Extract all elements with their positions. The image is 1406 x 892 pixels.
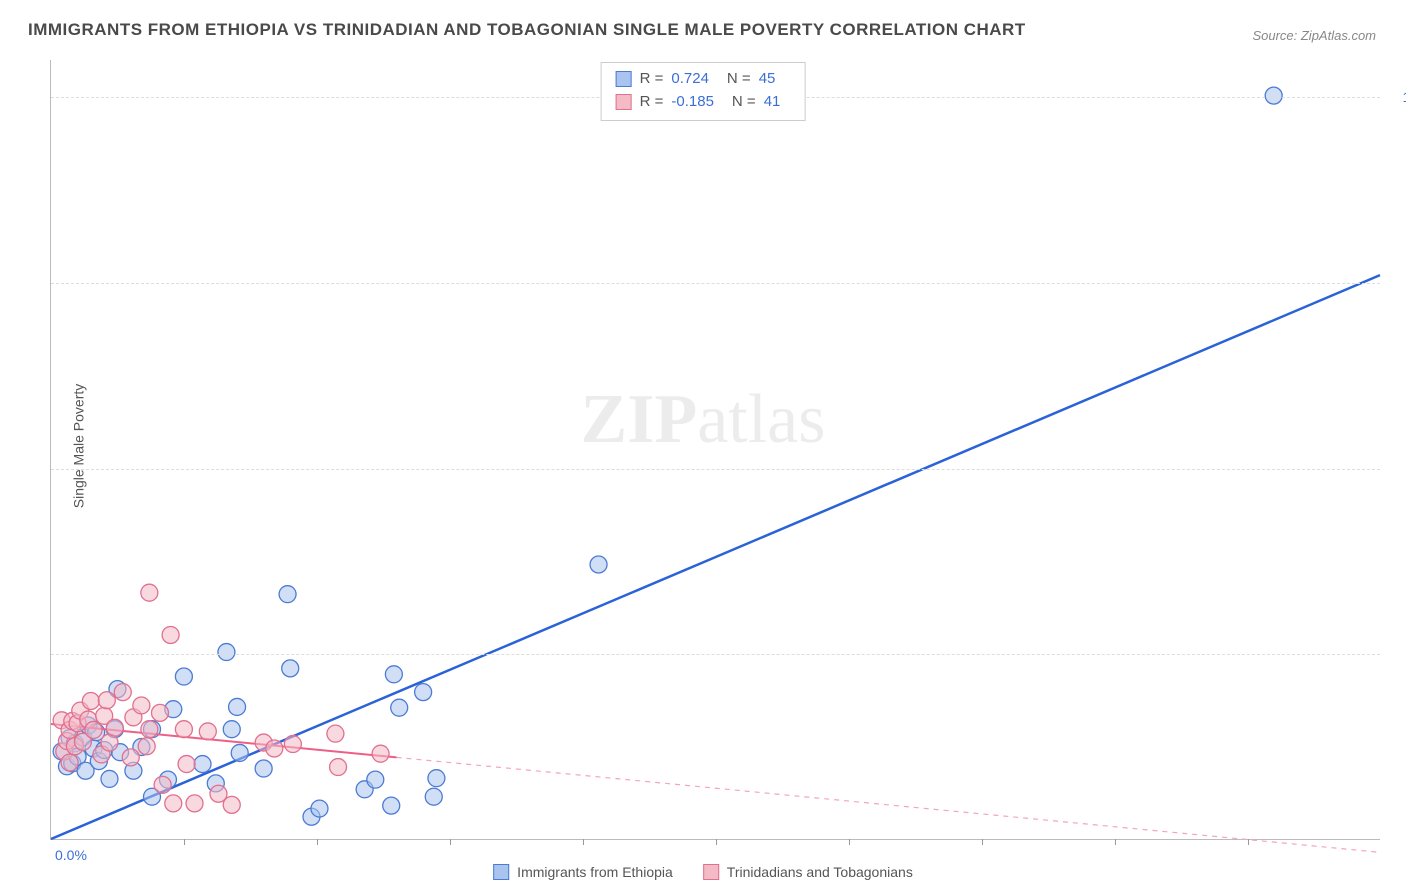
- data-point-trinidad: [82, 693, 99, 710]
- y-tick-label: 100.0%: [1390, 89, 1406, 105]
- data-point-trinidad: [186, 795, 203, 812]
- data-point-trinidad: [372, 745, 389, 762]
- x-tick: [317, 839, 318, 845]
- data-point-ethiopia: [175, 668, 192, 685]
- swatch-icon: [493, 864, 509, 880]
- data-point-trinidad: [98, 692, 115, 709]
- data-point-trinidad: [141, 584, 158, 601]
- n-value: 45: [759, 67, 776, 90]
- data-point-trinidad: [162, 626, 179, 643]
- data-point-trinidad: [114, 684, 131, 701]
- data-point-trinidad: [106, 719, 123, 736]
- gridline: [51, 469, 1380, 470]
- data-point-trinidad: [178, 756, 195, 773]
- data-point-trinidad: [199, 723, 216, 740]
- data-point-ethiopia: [101, 770, 118, 787]
- data-point-ethiopia: [282, 660, 299, 677]
- legend-item-ethiopia: Immigrants from Ethiopia: [493, 864, 673, 880]
- r-label: R =: [640, 67, 664, 90]
- stats-row-trinidad: R = -0.185 N = 41: [616, 90, 791, 113]
- data-point-ethiopia: [590, 556, 607, 573]
- bottom-legend: Immigrants from Ethiopia Trinidadians and…: [493, 864, 913, 880]
- data-point-trinidad: [165, 795, 182, 812]
- r-label: R =: [640, 90, 664, 113]
- stats-box: R =0.724N =45R =-0.185N =41: [601, 62, 806, 121]
- n-value: 41: [764, 90, 781, 113]
- data-point-trinidad: [330, 759, 347, 776]
- x-tick: [450, 839, 451, 845]
- gridline: [51, 283, 1380, 284]
- data-point-ethiopia: [218, 644, 235, 661]
- n-label: N =: [727, 67, 751, 90]
- data-point-trinidad: [266, 740, 283, 757]
- swatch-icon: [616, 71, 632, 87]
- r-value: 0.724: [671, 67, 709, 90]
- data-point-ethiopia: [391, 699, 408, 716]
- data-point-ethiopia: [255, 760, 272, 777]
- data-point-trinidad: [327, 725, 344, 742]
- legend-label: Immigrants from Ethiopia: [517, 864, 673, 880]
- swatch-icon: [703, 864, 719, 880]
- data-point-ethiopia: [229, 698, 246, 715]
- data-point-ethiopia: [194, 756, 211, 773]
- x-tick: [583, 839, 584, 845]
- x-tick: [1115, 839, 1116, 845]
- data-point-trinidad: [141, 721, 158, 738]
- trend-dash-trinidad: [397, 757, 1380, 852]
- data-point-ethiopia: [428, 770, 445, 787]
- data-point-trinidad: [151, 704, 168, 721]
- data-point-ethiopia: [385, 666, 402, 683]
- x-tick: [849, 839, 850, 845]
- data-point-ethiopia: [1265, 87, 1282, 104]
- chart-title: IMMIGRANTS FROM ETHIOPIA VS TRINIDADIAN …: [28, 20, 1026, 40]
- x-tick: [184, 839, 185, 845]
- y-tick-label: 50.0%: [1390, 461, 1406, 477]
- n-label: N =: [732, 90, 756, 113]
- source-attribution: Source: ZipAtlas.com: [1252, 28, 1376, 43]
- data-point-ethiopia: [383, 797, 400, 814]
- data-point-ethiopia: [311, 800, 328, 817]
- data-point-ethiopia: [367, 771, 384, 788]
- legend-item-trinidad: Trinidadians and Tobagonians: [703, 864, 913, 880]
- data-point-trinidad: [138, 738, 155, 755]
- data-point-trinidad: [175, 721, 192, 738]
- legend-label: Trinidadians and Tobagonians: [727, 864, 913, 880]
- data-point-ethiopia: [415, 684, 432, 701]
- x-max-label: 25.0%: [1390, 847, 1406, 863]
- x-origin-label: 0.0%: [55, 847, 87, 863]
- plot-area: 25.0%50.0%75.0%100.0%0.0%25.0%: [50, 60, 1380, 840]
- data-point-trinidad: [284, 736, 301, 753]
- trend-line-ethiopia: [51, 275, 1380, 839]
- data-point-trinidad: [61, 754, 78, 771]
- r-value: -0.185: [671, 90, 714, 113]
- stats-row-ethiopia: R = 0.724 N = 45: [616, 67, 791, 90]
- data-point-ethiopia: [279, 586, 296, 603]
- x-tick: [982, 839, 983, 845]
- data-point-trinidad: [223, 796, 240, 813]
- data-point-trinidad: [85, 721, 102, 738]
- data-point-ethiopia: [425, 788, 442, 805]
- chart-svg: [51, 60, 1380, 839]
- gridline: [51, 654, 1380, 655]
- data-point-trinidad: [133, 697, 150, 714]
- data-point-ethiopia: [231, 744, 248, 761]
- x-tick: [1248, 839, 1249, 845]
- y-tick-label: 75.0%: [1390, 275, 1406, 291]
- y-tick-label: 25.0%: [1390, 646, 1406, 662]
- data-point-ethiopia: [223, 721, 240, 738]
- data-point-trinidad: [154, 776, 171, 793]
- data-point-trinidad: [122, 749, 139, 766]
- x-tick: [716, 839, 717, 845]
- swatch-icon: [616, 94, 632, 110]
